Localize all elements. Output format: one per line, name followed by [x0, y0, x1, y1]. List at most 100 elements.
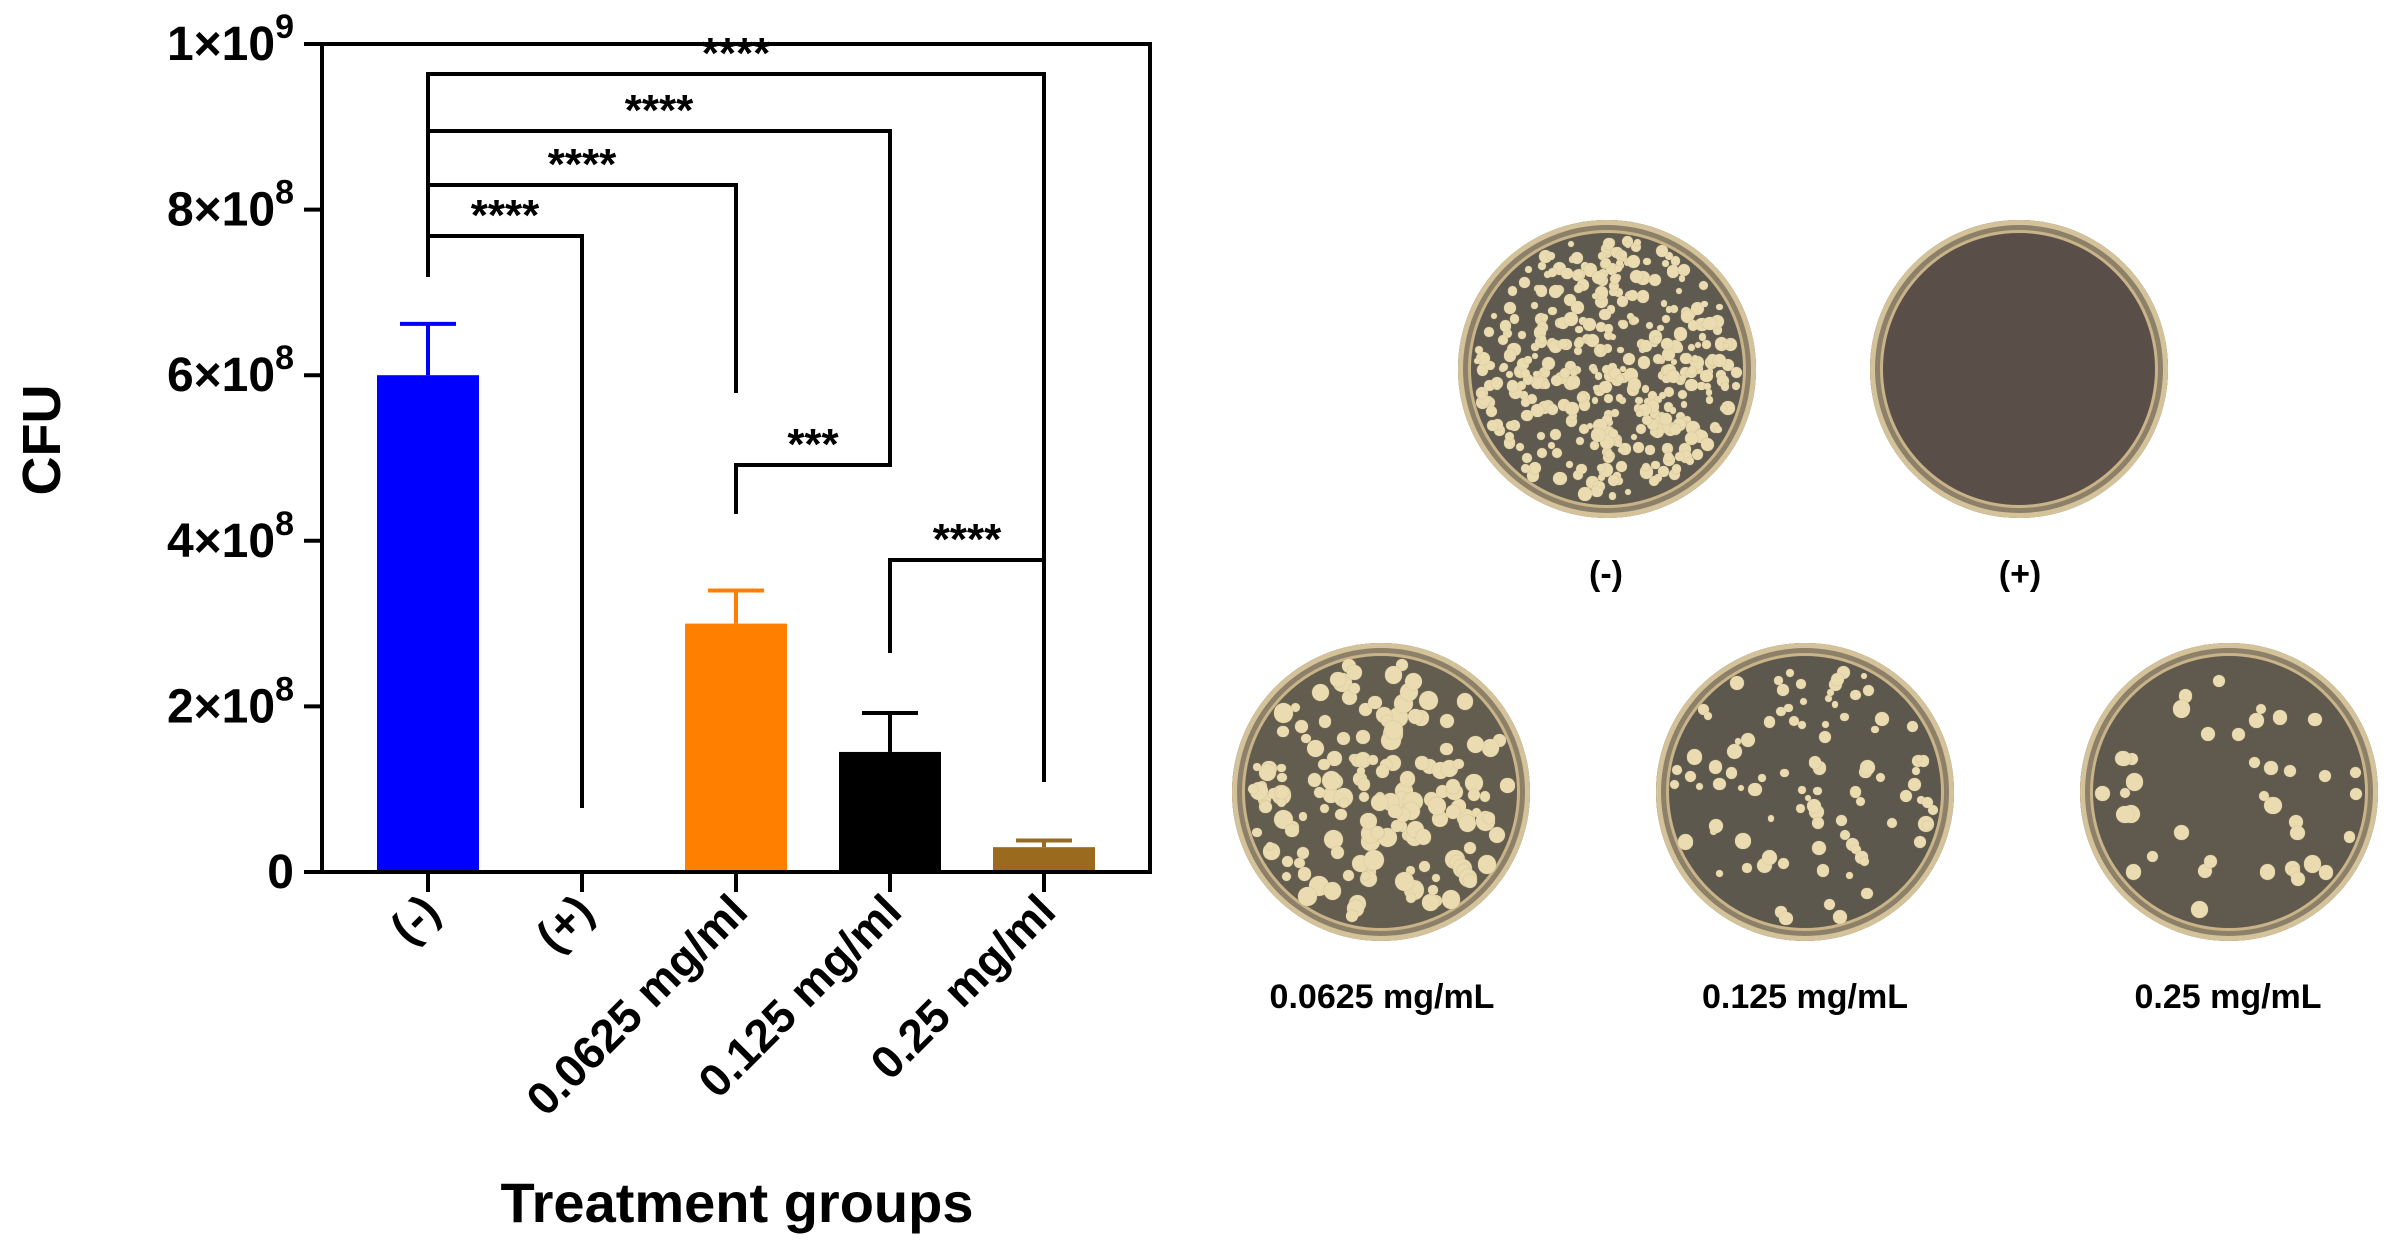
colony — [1521, 369, 1530, 379]
colony — [1616, 259, 1624, 267]
colony — [1731, 366, 1743, 378]
colony — [1519, 277, 1530, 289]
colony — [1615, 461, 1627, 472]
colony — [1551, 447, 1563, 459]
colony — [1565, 401, 1580, 416]
colony — [1603, 330, 1614, 340]
colony — [1887, 817, 1898, 828]
colony — [2248, 756, 2260, 769]
colony — [1641, 385, 1650, 393]
colony — [1527, 393, 1538, 404]
colony — [2249, 713, 2264, 728]
colony — [1528, 462, 1541, 475]
colony — [1697, 703, 1709, 716]
significance-label: **** — [471, 191, 540, 240]
colony — [1687, 366, 1697, 375]
colony — [1359, 792, 1370, 803]
colony — [1573, 346, 1583, 355]
colony — [2319, 770, 2332, 783]
colony — [1500, 778, 1515, 793]
colony — [1775, 906, 1787, 918]
colony — [1849, 786, 1862, 798]
colony — [2200, 726, 2216, 742]
colony — [1608, 474, 1620, 486]
colony — [1642, 414, 1653, 425]
colony — [2303, 855, 2322, 873]
colony — [1531, 353, 1538, 360]
colony — [1758, 774, 1766, 783]
colony — [1797, 785, 1806, 794]
colony — [1681, 310, 1694, 324]
colony — [1544, 270, 1551, 278]
colony — [1831, 672, 1845, 686]
colony — [1561, 267, 1573, 279]
colony — [1654, 396, 1663, 404]
colony — [1620, 251, 1628, 259]
colony — [1546, 404, 1558, 416]
colony — [1462, 873, 1477, 888]
colony — [1811, 816, 1824, 830]
colony — [1846, 872, 1853, 879]
colony — [1591, 397, 1599, 404]
colony — [1442, 890, 1461, 909]
colony — [2272, 710, 2288, 726]
y-tick-label: 6×108 — [167, 339, 294, 402]
colony — [1785, 668, 1795, 678]
colony — [1671, 464, 1682, 474]
colony — [1647, 391, 1658, 401]
significance-label: **** — [933, 515, 1002, 564]
colony — [1560, 368, 1570, 378]
colony — [1715, 303, 1723, 311]
colony — [1685, 432, 1698, 445]
colony — [1719, 404, 1727, 412]
colony — [1592, 270, 1606, 285]
colony — [1823, 899, 1836, 911]
significance-label: **** — [702, 29, 771, 78]
colony — [1619, 443, 1631, 455]
colony — [1774, 676, 1783, 685]
colony — [1535, 285, 1547, 297]
colony — [1371, 794, 1389, 812]
significance-bracket — [426, 129, 892, 414]
colony — [1661, 260, 1669, 268]
colony — [1685, 770, 1697, 782]
colony — [1294, 858, 1305, 869]
colony — [1596, 463, 1606, 473]
colony — [2146, 850, 2158, 862]
colony — [1624, 489, 1631, 496]
colony — [1669, 407, 1677, 414]
colony — [1701, 340, 1711, 349]
colony — [1627, 312, 1634, 320]
colony — [1725, 767, 1737, 779]
colony — [1364, 849, 1385, 870]
colony — [1307, 739, 1325, 757]
significance-bracket — [426, 72, 1046, 782]
colony — [1611, 409, 1620, 418]
colony — [1633, 442, 1644, 453]
colony — [1663, 452, 1673, 462]
colony — [1610, 274, 1621, 285]
colony — [2290, 825, 2305, 841]
colony — [1590, 366, 1599, 375]
colony — [2258, 790, 2270, 802]
colony — [1504, 301, 1516, 314]
colony — [1900, 790, 1913, 803]
colony — [1863, 684, 1874, 696]
colony — [2231, 728, 2245, 741]
colony — [1577, 278, 1590, 291]
colony — [1298, 886, 1317, 906]
colony — [1713, 325, 1723, 335]
colony — [1650, 408, 1661, 419]
colony — [1860, 672, 1867, 680]
colony — [1722, 342, 1729, 349]
colony — [1575, 325, 1584, 334]
colony — [1521, 397, 1531, 407]
colony — [1840, 712, 1849, 722]
colony — [1419, 690, 1439, 710]
colony — [1648, 274, 1661, 286]
colony — [1609, 287, 1618, 296]
colony — [1577, 486, 1592, 501]
colony — [1788, 715, 1800, 727]
colony — [1355, 752, 1372, 769]
colony — [1490, 312, 1497, 319]
